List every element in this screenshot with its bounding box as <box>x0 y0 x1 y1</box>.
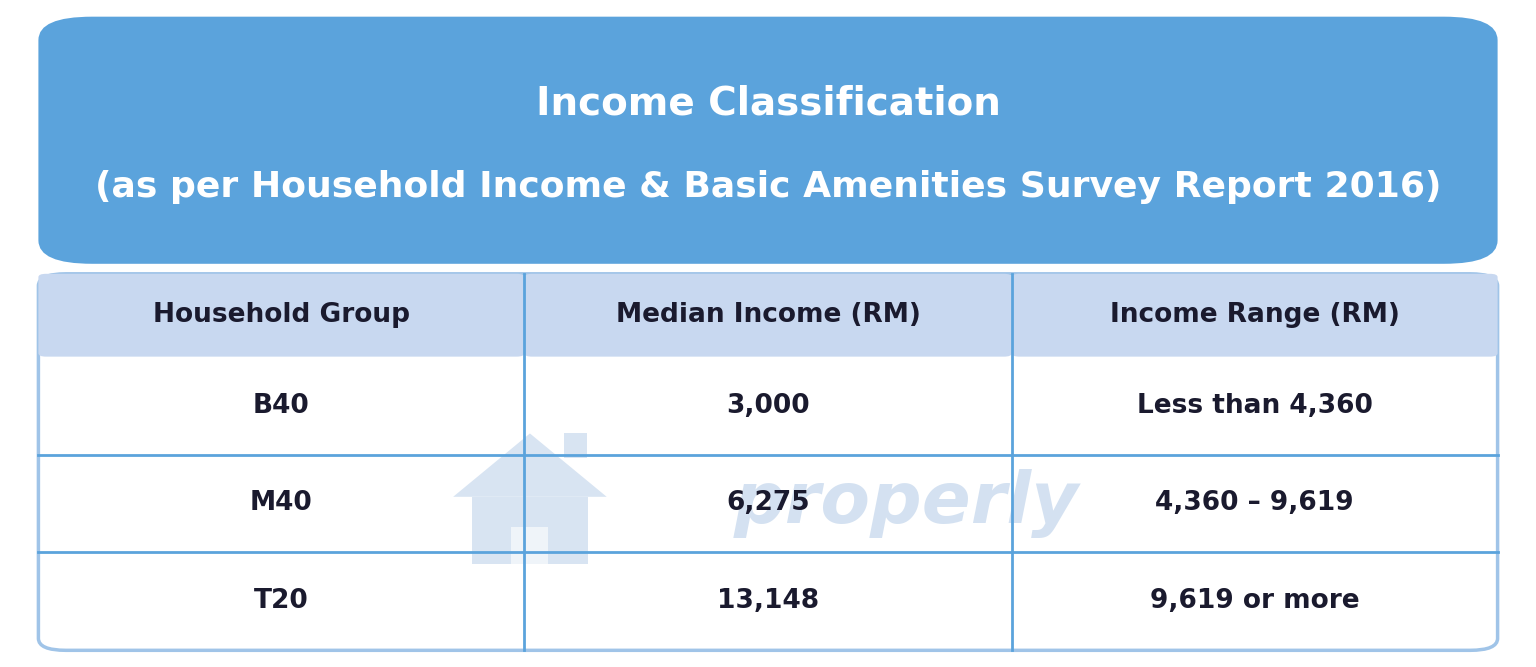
Text: 9,619 or more: 9,619 or more <box>1150 588 1359 614</box>
Text: 3,000: 3,000 <box>727 393 809 419</box>
Text: Median Income (RM): Median Income (RM) <box>616 302 920 328</box>
Text: Income Range (RM): Income Range (RM) <box>1109 302 1399 328</box>
Text: (as per Household Income & Basic Amenities Survey Report 2016): (as per Household Income & Basic Ameniti… <box>95 170 1441 204</box>
Polygon shape <box>564 434 587 458</box>
Polygon shape <box>453 434 607 497</box>
Text: Income Classification: Income Classification <box>536 85 1000 123</box>
Text: properly: properly <box>734 469 1078 538</box>
Polygon shape <box>511 527 548 564</box>
FancyBboxPatch shape <box>524 273 1012 357</box>
Text: Less than 4,360: Less than 4,360 <box>1137 393 1373 419</box>
FancyBboxPatch shape <box>1012 273 1498 357</box>
Polygon shape <box>472 497 588 564</box>
Text: 4,360 – 9,619: 4,360 – 9,619 <box>1155 490 1353 516</box>
Text: B40: B40 <box>253 393 310 419</box>
Text: M40: M40 <box>250 490 313 516</box>
Text: 6,275: 6,275 <box>727 490 809 516</box>
FancyBboxPatch shape <box>38 273 1498 650</box>
Text: Household Group: Household Group <box>154 302 410 328</box>
FancyBboxPatch shape <box>38 273 524 357</box>
Text: T20: T20 <box>253 588 309 614</box>
Text: 13,148: 13,148 <box>717 588 819 614</box>
FancyBboxPatch shape <box>38 17 1498 263</box>
